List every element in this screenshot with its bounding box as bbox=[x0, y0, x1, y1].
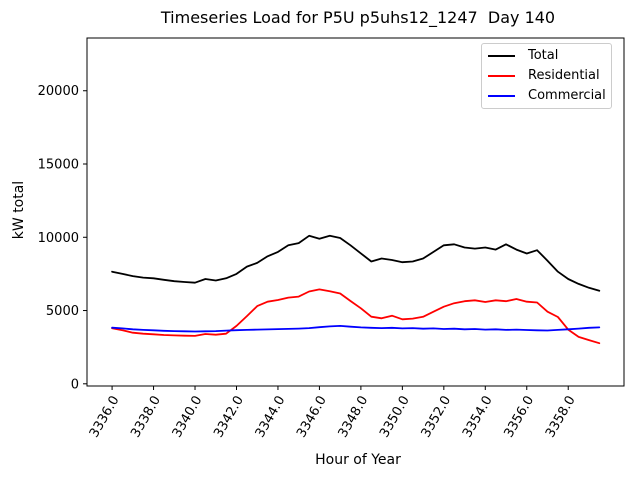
x-tick-label: 3342.0 bbox=[211, 394, 247, 441]
series-line-residential bbox=[111, 288, 601, 345]
x-tick-label: 3350.0 bbox=[377, 394, 413, 441]
series-line-commercial bbox=[111, 324, 601, 333]
y-axis-label: kW total bbox=[11, 180, 27, 240]
legend-item-total: Total bbox=[488, 46, 611, 66]
x-tick-label: 3344.0 bbox=[253, 394, 289, 441]
y-tick-label: 0 bbox=[71, 377, 79, 392]
y-tick-label: 15000 bbox=[38, 158, 79, 173]
legend-item-commercial: Commercial bbox=[488, 86, 611, 106]
y-tick-label: 20000 bbox=[38, 84, 79, 99]
x-tick-label: 3354.0 bbox=[460, 393, 496, 440]
x-tick-label: 3336.0 bbox=[87, 394, 123, 441]
plot-area bbox=[86, 37, 625, 387]
legend-label: Commercial bbox=[528, 88, 606, 103]
x-axis-label: Hour of Year bbox=[315, 452, 401, 468]
x-tick-label: 3340.0 bbox=[170, 394, 206, 441]
series-line-total bbox=[111, 234, 601, 292]
legend-item-residential: Residential bbox=[488, 66, 611, 86]
x-tick-label: 3358.0 bbox=[543, 394, 579, 441]
x-tick-label: 3356.0 bbox=[501, 394, 537, 441]
y-tick-label: 10000 bbox=[38, 231, 79, 246]
legend-line-swatch bbox=[488, 55, 515, 57]
x-tick-label: 3352.0 bbox=[419, 394, 455, 441]
x-tick-label: 3338.0 bbox=[128, 394, 164, 441]
x-tick-label: 3346.0 bbox=[294, 394, 330, 441]
legend: Total Residential Commercial bbox=[481, 43, 612, 109]
x-tick-label: 3348.0 bbox=[336, 394, 372, 441]
y-tick-label: 5000 bbox=[46, 304, 79, 319]
legend-label: Residential bbox=[528, 68, 600, 83]
legend-line-swatch bbox=[488, 75, 515, 77]
legend-line-swatch bbox=[488, 95, 515, 97]
legend-label: Total bbox=[528, 48, 559, 63]
chart-title: Timeseries Load for P5U p5uhs12_1247 Day… bbox=[160, 8, 556, 27]
